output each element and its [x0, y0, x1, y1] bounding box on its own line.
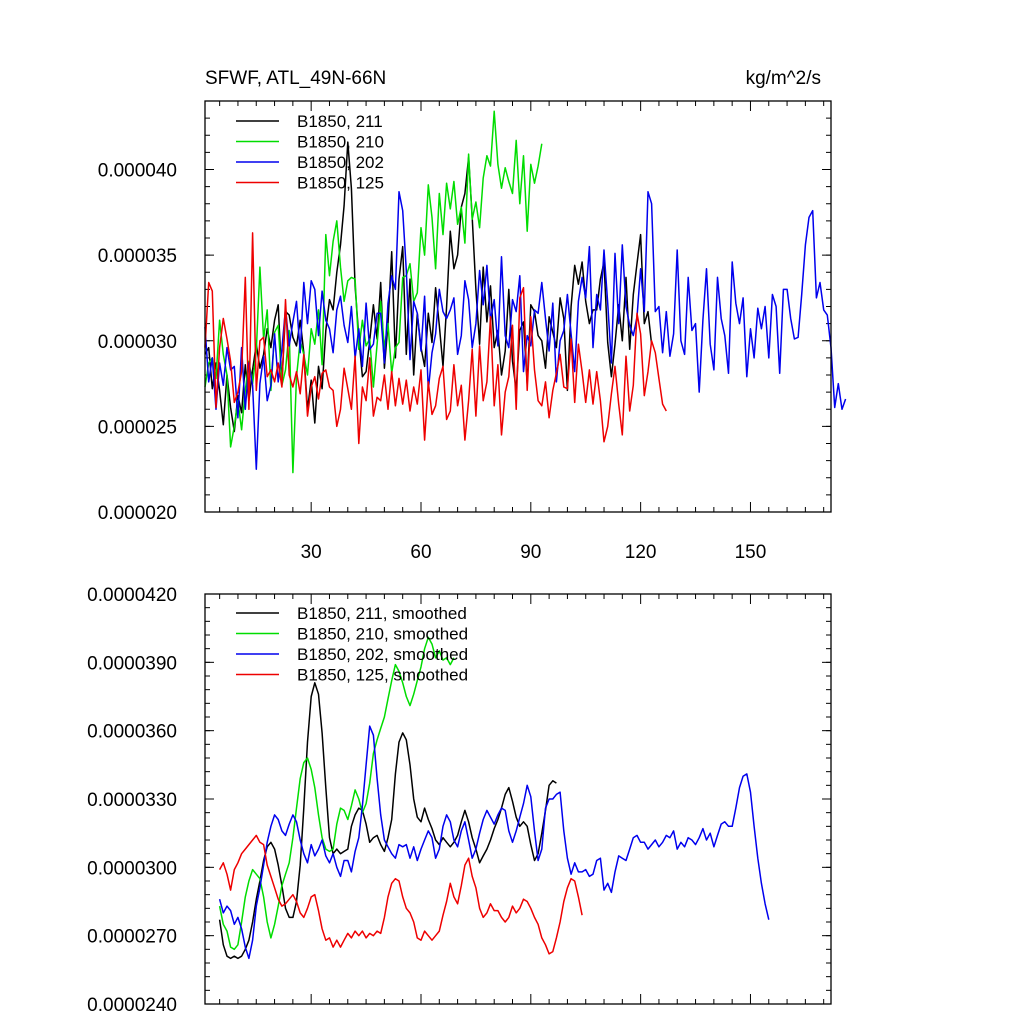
bottom-chart-series-line-0: [218, 682, 557, 960]
bottom-chart-series: [218, 636, 770, 960]
top-chart-y-tick-label: 0.000040: [98, 161, 177, 182]
top-chart-series-line-3: [204, 232, 667, 445]
bottom-chart-y-tick-label: 0.0000300: [87, 858, 177, 879]
top-chart-series-line-1: [204, 110, 543, 474]
bottom-chart-series-line-2: [218, 725, 770, 960]
top-chart-ticks: 0.000020 0.000025 0.000030 0.000035 0.000040…: [98, 100, 831, 563]
top-chart-legend-label-3: B1850, 125: [297, 174, 384, 193]
top-chart-title: SFWF, ATL_49N-66N: [205, 68, 386, 89]
bottom-chart-legend-label-0: B1850, 211, smoothed: [297, 604, 467, 623]
top-chart-y-tick-label: 0.000035: [98, 246, 177, 267]
top-chart-frame: [204, 100, 832, 513]
bottom-chart-legend-label-2: B1850, 202, smoothed: [297, 645, 468, 664]
top-chart-x-tick-label: 30: [301, 542, 322, 563]
bottom-chart-y-tick-label: 0.0000390: [87, 653, 177, 674]
bottom-chart-y-tick-label: 0.0000270: [87, 927, 177, 948]
top-chart-legend-label-2: B1850, 202: [297, 153, 384, 172]
top-chart-x-tick-label: 60: [410, 542, 431, 563]
top-chart-series: [204, 110, 847, 474]
top-chart-units: kg/m^2/s: [746, 68, 821, 89]
top-chart-y-tick-label: 0.000030: [98, 332, 177, 353]
top-chart-panel: SFWF, ATL_49N-66N kg/m^2/s 0.0000200.000…: [98, 68, 847, 563]
top-chart-y-tick-label: 0.000020: [98, 503, 177, 524]
bottom-chart-panel: 0.0000240 0.0000270 0.0000300 0.0000330 0.00…: [87, 585, 832, 1016]
bottom-chart-legend-label-1: B1850, 210, smoothed: [297, 625, 468, 644]
top-chart-series-line-0: [204, 141, 653, 433]
bottom-chart-y-tick-label: 0.0000360: [87, 722, 177, 743]
bottom-chart-frame: [204, 593, 832, 1005]
bottom-chart-series-line-3: [218, 834, 583, 955]
bottom-chart-legend: B1850, 211, smoothed B1850, 210, smoothed…: [236, 604, 468, 685]
top-chart-y-tick-label: 0.000025: [98, 417, 177, 438]
top-chart-x-tick-label: 120: [625, 542, 657, 563]
top-chart-x-tick-label: 90: [520, 542, 541, 563]
bottom-chart-y-tick-label: 0.0000420: [87, 585, 177, 606]
bottom-chart-y-tick-label: 0.0000330: [87, 790, 177, 811]
top-chart-x-tick-label: 150: [735, 542, 767, 563]
bottom-chart-series-line-1: [218, 636, 455, 951]
bottom-chart-legend-label-3: B1850, 125, smoothed: [297, 666, 468, 685]
bottom-chart-y-tick-label: 0.0000240: [87, 995, 177, 1016]
top-chart-legend-label-0: B1850, 211: [297, 112, 383, 131]
top-chart-legend-label-1: B1850, 210: [297, 133, 384, 152]
